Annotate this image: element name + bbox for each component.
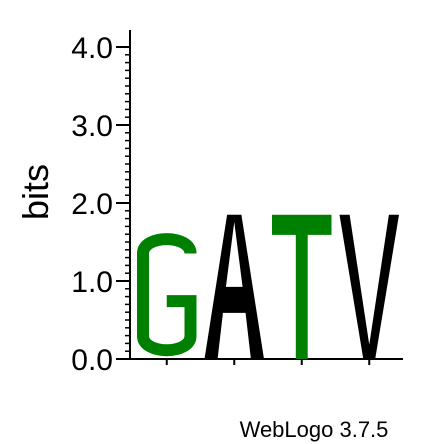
y-axis-label: bits: [15, 164, 56, 220]
logo-letter-v: V: [339, 214, 399, 359]
x-ticks: [165, 359, 371, 365]
y-major-ticks: 0.0 1.0 2.0 3.0 4.0: [71, 32, 130, 377]
weblogo-credit: WebLogo 3.7.5: [240, 417, 389, 442]
y-tick-label: 4.0: [71, 32, 113, 65]
logo-letters: GATV: [137, 214, 399, 359]
y-tick-label: 2.0: [71, 188, 113, 221]
x-axis: [130, 358, 403, 365]
logo-letter-a: A: [204, 214, 264, 359]
y-tick-label: 3.0: [71, 110, 113, 143]
logo-letter-g: G: [137, 233, 197, 357]
y-tick-label: 0.0: [71, 344, 113, 377]
logo-letter-t: T: [272, 214, 332, 359]
y-tick-label: 1.0: [71, 266, 113, 299]
y-minor-ticks: [125, 54, 130, 352]
y-axis: 0.0 1.0 2.0 3.0 4.0: [71, 30, 131, 377]
